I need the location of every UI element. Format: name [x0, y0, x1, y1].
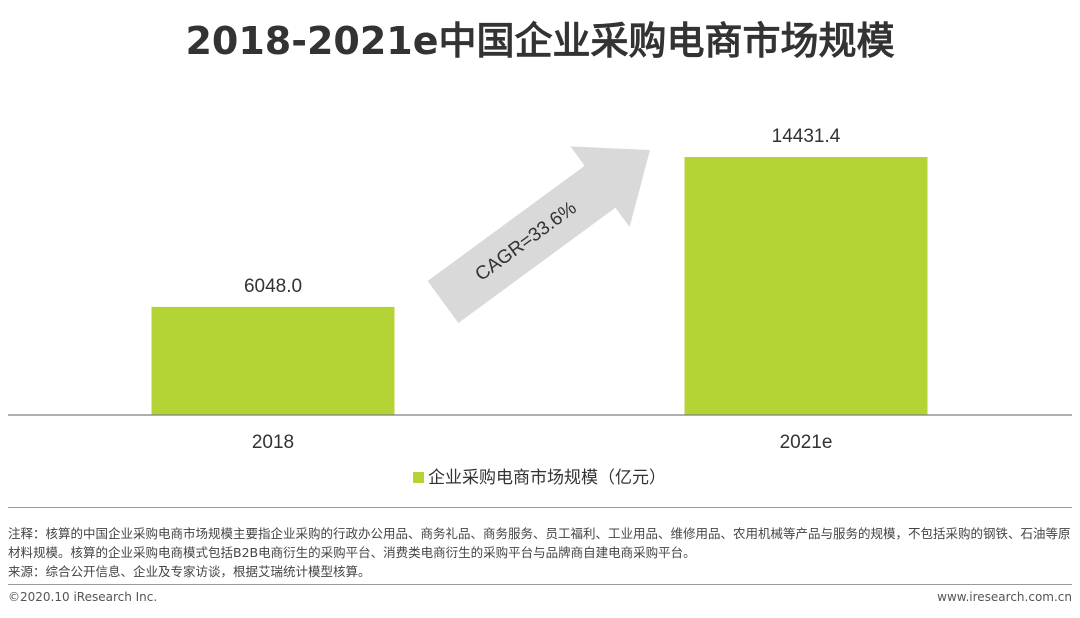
arrow-annotation: CAGR=33.6%	[427, 146, 650, 323]
legend-label: 企业采购电商市场规模（亿元）	[428, 468, 666, 488]
bar-2018	[151, 306, 395, 415]
data-label-2021e: 14431.4	[772, 126, 841, 147]
cagr-arrow	[427, 146, 650, 323]
bars-group: 6048.0 2018 14431.4 2021e	[151, 126, 928, 453]
bar-chart: CAGR=33.6% 6048.0 2018 14431.4 2021e 企业采购电商…	[8, 126, 1072, 488]
source-text: 来源：综合公开信息、企业及专家访谈，根据艾瑞统计模型核算。	[8, 564, 371, 579]
website-link[interactable]: www.iresearch.com.cn	[937, 590, 1072, 604]
legend-swatch	[413, 472, 424, 483]
data-label-2018: 6048.0	[244, 276, 302, 297]
x-tick-2018: 2018	[252, 432, 294, 453]
copyright-text: ©2020.10 iResearch Inc.	[8, 590, 158, 604]
bar-2021e	[684, 157, 928, 415]
x-tick-2021e: 2021e	[780, 432, 833, 453]
note-text: 注释：核算的中国企业采购电商市场规模主要指企业采购的行政办公用品、商务礼品、商务…	[8, 526, 1071, 560]
divider-bottom	[8, 584, 1072, 585]
chart-title: 2018-2021e中国企业采购电商市场规模	[185, 19, 895, 63]
divider-top	[8, 507, 1072, 508]
legend: 企业采购电商市场规模（亿元）	[413, 468, 666, 488]
notes-block: 注释：核算的中国企业采购电商市场规模主要指企业采购的行政办公用品、商务礼品、商务…	[8, 524, 1072, 581]
